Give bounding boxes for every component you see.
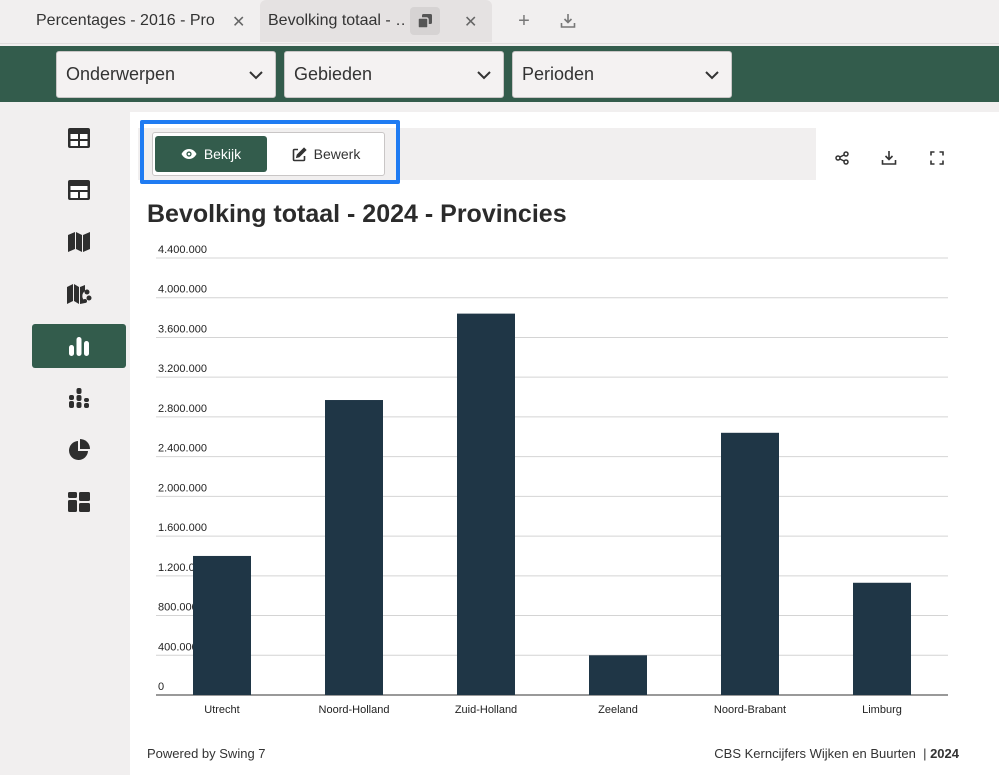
view-type-sidebar [28, 112, 130, 775]
bar [589, 655, 647, 695]
stacked-chart-view-button[interactable] [32, 376, 126, 420]
y-tick-label: 3.200.000 [158, 363, 207, 375]
chevron-down-icon [705, 71, 719, 80]
pie-chart-view-button[interactable] [32, 428, 126, 472]
powered-by: Powered by Swing 7 [147, 746, 266, 761]
close-icon[interactable]: ✕ [464, 14, 478, 31]
close-icon[interactable]: ✕ [232, 14, 246, 31]
y-tick-label: 2.800.000 [158, 403, 207, 415]
x-tick-label: Noord-Holland [319, 704, 390, 716]
map-view-button[interactable] [32, 220, 126, 264]
tab-bevolking[interactable]: Bevolking totaal - … ✕ [260, 0, 492, 42]
bar-chart-icon [69, 337, 89, 356]
pie-chart-icon [69, 439, 90, 460]
x-tick-label: Utrecht [204, 704, 239, 716]
tab-label: Bevolking totaal - … [268, 12, 406, 29]
tab-label: Percentages - 2016 - Pro… [36, 12, 216, 29]
add-tab-icon[interactable]: + [518, 9, 530, 32]
table-icon [68, 128, 90, 148]
y-tick-label: 4.400.000 [158, 244, 207, 256]
tiles-view-button[interactable] [32, 480, 126, 524]
y-tick-label: 800.000 [158, 602, 198, 614]
bar [457, 313, 515, 695]
y-tick-label: 4.000.000 [158, 284, 207, 296]
x-tick-label: Zuid-Holland [455, 704, 517, 716]
eye-icon [181, 149, 197, 159]
x-tick-label: Noord-Brabant [714, 704, 786, 716]
y-tick-label: 400.000 [158, 641, 198, 653]
y-tick-label: 1.600.000 [158, 522, 207, 534]
chevron-down-icon [249, 71, 263, 80]
view-edit-toggle: Bekijk Bewerk [152, 132, 385, 176]
periods-dropdown[interactable]: Perioden [512, 51, 732, 98]
edit-button-label: Bewerk [313, 146, 361, 162]
page-title: Bevolking totaal - 2024 - Provincies [147, 200, 567, 228]
map-icon [68, 232, 90, 252]
topics-dropdown[interactable]: Onderwerpen [56, 51, 276, 98]
dashboard-icon [68, 180, 90, 200]
chevron-down-icon [477, 71, 491, 80]
source-year: 2024 [930, 746, 959, 761]
y-tick-label: 0 [158, 681, 164, 693]
tiles-icon [68, 492, 90, 512]
table-view-button[interactable] [32, 116, 126, 160]
regions-dropdown[interactable]: Gebieden [284, 51, 504, 98]
download-icon[interactable] [877, 146, 901, 170]
bar [325, 400, 383, 695]
share-icon[interactable] [830, 146, 854, 170]
y-tick-label: 3.600.000 [158, 323, 207, 335]
periods-dropdown-label: Perioden [522, 64, 595, 84]
y-tick-label: 2.400.000 [158, 443, 207, 455]
download-tabs-icon[interactable] [557, 10, 579, 32]
bar [853, 582, 911, 695]
source-name: CBS Kerncijfers Wijken en Buurten [714, 746, 916, 761]
map-symbols-icon [67, 284, 92, 304]
view-button-label: Bekijk [203, 146, 242, 162]
topics-dropdown-label: Onderwerpen [66, 64, 176, 84]
bar-chart: 0400.000800.0001.200.0001.600.0002.000.0… [156, 244, 948, 716]
duplicate-tab-icon[interactable] [410, 7, 440, 35]
tab-strip: Percentages - 2016 - Pro… ✕ Bevolking to… [0, 0, 999, 44]
stacked-bar-icon [69, 388, 89, 408]
edit-button[interactable]: Bewerk [271, 136, 381, 172]
bar [193, 555, 251, 695]
regions-dropdown-label: Gebieden [294, 64, 373, 84]
y-tick-label: 2.000.000 [158, 482, 207, 494]
view-button[interactable]: Bekijk [155, 136, 267, 172]
fullscreen-icon[interactable] [925, 146, 949, 170]
tab-percentages[interactable]: Percentages - 2016 - Pro… ✕ [24, 0, 260, 42]
filter-bar: Onderwerpen Gebieden Perioden [0, 46, 999, 102]
source-credit: CBS Kerncijfers Wijken en Buurten | 2024 [714, 746, 959, 761]
chart-panel: Bekijk Bewerk Bevolking totaal - 2024 - … [130, 112, 999, 775]
bar-chart-view-button[interactable] [32, 324, 126, 368]
edit-icon [292, 146, 307, 161]
focus-ring [140, 120, 400, 184]
x-tick-label: Zeeland [598, 704, 638, 716]
bar [721, 432, 779, 695]
x-tick-label: Limburg [862, 704, 902, 716]
map-symbols-view-button[interactable] [32, 272, 126, 316]
dashboard-view-button[interactable] [32, 168, 126, 212]
